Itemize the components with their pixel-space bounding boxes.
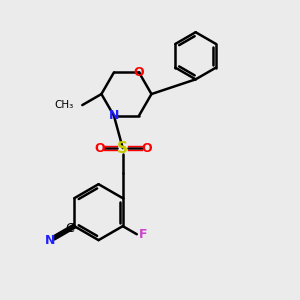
Text: S: S [117,141,128,156]
Text: C: C [65,222,74,235]
Text: N: N [109,109,119,122]
Text: CH₃: CH₃ [55,100,74,110]
Text: N: N [45,234,56,248]
Text: O: O [134,66,144,79]
Text: O: O [94,142,104,154]
Text: O: O [141,142,152,154]
Text: F: F [139,228,148,241]
